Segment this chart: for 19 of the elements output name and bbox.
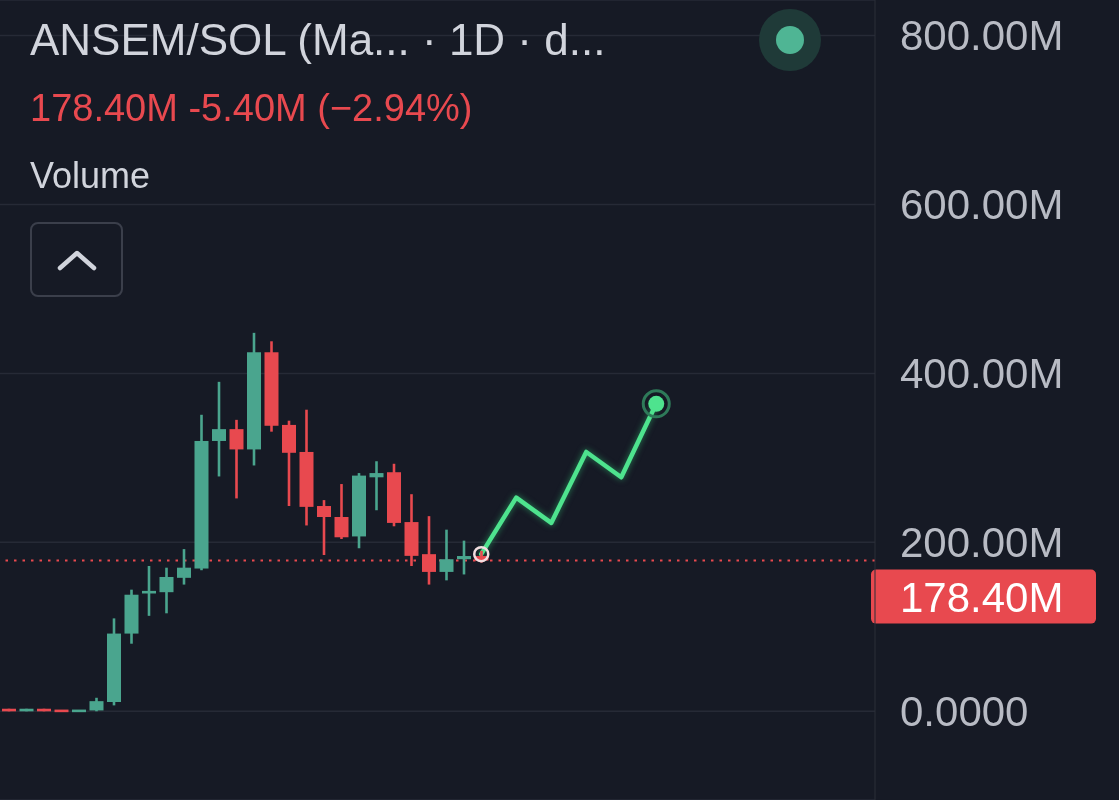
candlestick xyxy=(369,459,384,512)
y-tick-label: 400.00M xyxy=(900,350,1064,398)
candlestick xyxy=(334,482,349,541)
candlestick xyxy=(439,528,454,582)
annotation: Volume xyxy=(30,154,151,198)
y-tick-label: 0.0000 xyxy=(900,688,1029,736)
chart-title: ANSEM/SOL (Ma... · 1D · d... xyxy=(30,14,606,66)
candlestick xyxy=(422,514,436,586)
candlestick xyxy=(159,566,174,615)
ref-line-label: 178.40M xyxy=(900,573,1064,621)
candlestick xyxy=(212,380,226,478)
candlestick xyxy=(317,498,331,557)
text: 178.40M -5.40M (−2.94%) xyxy=(30,86,473,131)
y-tick-label: 600.00M xyxy=(900,181,1064,229)
y-tick-label: 800.00M xyxy=(900,12,1064,60)
candlestick xyxy=(229,418,244,500)
candlestick xyxy=(177,547,191,586)
candlestick xyxy=(457,539,471,576)
y-tick-label: 200.00M xyxy=(900,519,1064,567)
